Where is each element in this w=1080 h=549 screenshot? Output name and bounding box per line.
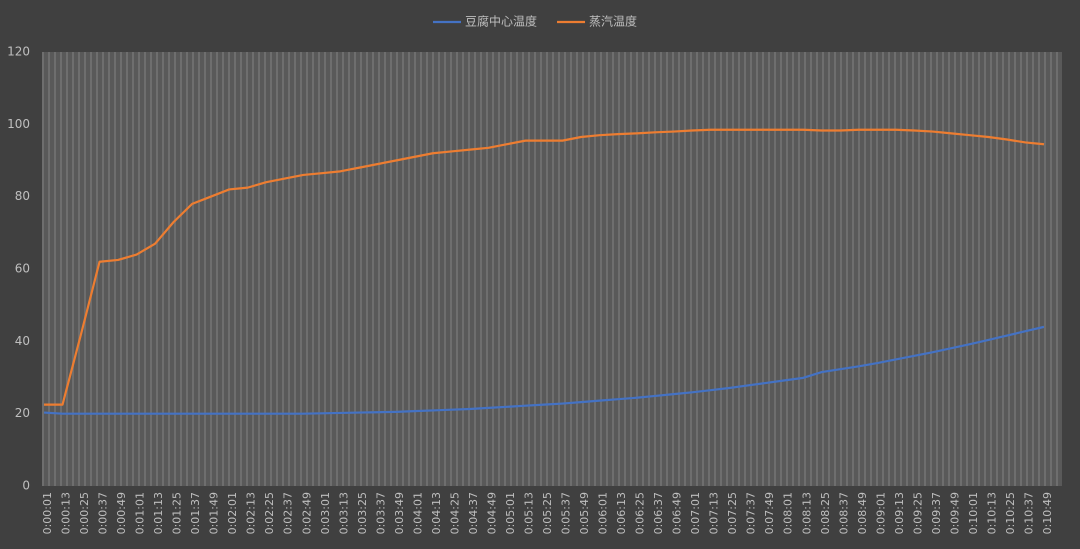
x-tick-label: 0:00:37	[97, 492, 110, 534]
x-tick-label: 0:02:49	[300, 492, 313, 534]
x-tick-label: 0:09:37	[930, 492, 943, 534]
y-tick-label: 40	[15, 334, 30, 348]
x-tick-label: 0:08:37	[837, 492, 850, 534]
x-tick-label: 0:06:01	[597, 492, 610, 534]
y-tick-label: 100	[7, 117, 30, 131]
plot-area	[42, 52, 1062, 486]
x-tick-label: 0:04:25	[448, 492, 461, 534]
y-tick-label: 20	[15, 406, 30, 420]
x-tick-label: 0:04:01	[411, 492, 424, 534]
x-tick-label: 0:00:13	[60, 492, 73, 534]
x-tick-label: 0:01:01	[134, 492, 147, 534]
x-tick-label: 0:05:37	[560, 492, 573, 534]
x-tick-label: 0:01:49	[208, 492, 221, 534]
x-tick-label: 0:06:49	[671, 492, 684, 534]
series-line	[44, 128, 1045, 406]
x-tick-label: 0:09:25	[911, 492, 924, 534]
y-tick-label: 0	[22, 479, 30, 493]
x-tick-label: 0:10:49	[1041, 492, 1054, 534]
x-tick-label: 0:08:01	[782, 492, 795, 534]
x-tick-label: 0:10:13	[985, 492, 998, 534]
x-tick-label: 0:04:37	[467, 492, 480, 534]
y-tick-label: 120	[7, 45, 30, 59]
x-tick-label: 0:07:25	[726, 492, 739, 534]
x-tick-label: 0:02:25	[263, 492, 276, 534]
x-tick-label: 0:09:13	[893, 492, 906, 534]
x-tick-label: 0:02:13	[245, 492, 258, 534]
x-tick-label: 0:02:37	[282, 492, 295, 534]
x-tick-label: 0:03:49	[393, 492, 406, 534]
legend-label: 蒸汽温度	[589, 14, 637, 29]
x-tick-label: 0:02:01	[226, 492, 239, 534]
x-tick-label: 0:01:25	[171, 492, 184, 534]
x-tick-label: 0:06:13	[615, 492, 628, 534]
x-tick-label: 0:00:25	[78, 492, 91, 534]
x-tick-label: 0:03:13	[337, 492, 350, 534]
x-tick-label: 0:10:25	[1004, 492, 1017, 534]
x-tick-label: 0:09:49	[948, 492, 961, 534]
y-tick-label: 60	[15, 262, 30, 276]
x-tick-label: 0:00:01	[41, 492, 54, 534]
x-tick-label: 0:00:49	[115, 492, 128, 534]
x-tick-label: 0:10:01	[967, 492, 980, 534]
x-tick-label: 0:03:01	[319, 492, 332, 534]
x-tick-label: 0:08:13	[800, 492, 813, 534]
y-tick-label: 80	[15, 189, 30, 203]
x-tick-label: 0:06:37	[652, 492, 665, 534]
x-tick-label: 0:04:13	[430, 492, 443, 534]
x-tick-label: 0:05:01	[504, 492, 517, 534]
x-tick-label: 0:09:01	[874, 492, 887, 534]
legend-label: 豆腐中心温度	[465, 14, 537, 29]
x-tick-label: 0:05:25	[541, 492, 554, 534]
series-line	[43, 325, 1045, 415]
x-tick-label: 0:03:37	[374, 492, 387, 534]
x-tick-label: 0:05:49	[578, 492, 591, 534]
x-tick-label: 0:04:49	[485, 492, 498, 534]
x-tick-label: 0:01:13	[152, 492, 165, 534]
x-tick-label: 0:07:37	[745, 492, 758, 534]
x-tick-label: 0:07:01	[689, 492, 702, 534]
x-tick-label: 0:07:49	[763, 492, 776, 534]
x-tick-label: 0:10:37	[1022, 492, 1035, 534]
x-tick-label: 0:05:13	[522, 492, 535, 534]
x-tick-label: 0:06:25	[634, 492, 647, 534]
x-tick-label: 0:08:49	[856, 492, 869, 534]
x-tick-label: 0:03:25	[356, 492, 369, 534]
x-tick-label: 0:07:13	[708, 492, 721, 534]
x-tick-label: 0:01:37	[189, 492, 202, 534]
x-tick-label: 0:08:25	[819, 492, 832, 534]
